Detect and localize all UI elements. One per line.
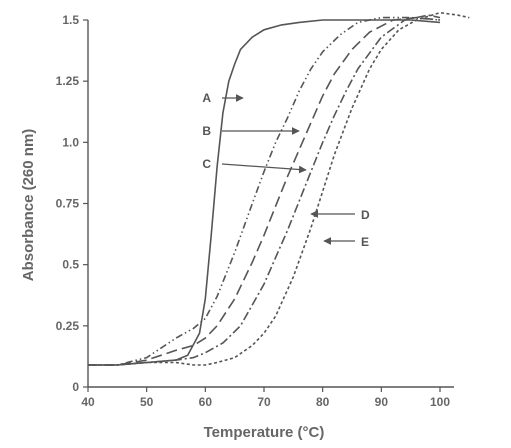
y-tick-label: 0 (72, 380, 79, 394)
axes: 40 50 60 70 80 90 100 0 0.25 0.5 0.75 1.0 1.25 1.5 (56, 13, 454, 409)
x-tick-label: 40 (81, 395, 95, 409)
x-tick-label: 90 (375, 395, 389, 409)
x-tick-label: 100 (430, 395, 450, 409)
y-tick-label: 1.25 (56, 74, 80, 88)
curve-b (88, 16, 441, 366)
x-axis-title: Temperature (°C) (204, 424, 325, 441)
curve-label-b: B (202, 124, 211, 138)
curve-a (88, 19, 441, 366)
curve-c (88, 16, 441, 366)
y-tick-label: 1.5 (62, 13, 79, 27)
y-tick-label: 0.25 (56, 319, 80, 333)
x-tick-label: 60 (199, 395, 213, 409)
curve-label-e: E (361, 235, 369, 249)
y-tick-label: 0.5 (62, 258, 79, 272)
y-axis-title: Absorbance (260 nm) (20, 129, 37, 282)
curve-d (88, 14, 441, 366)
y-tick-label: 1.0 (62, 135, 79, 149)
x-tick-label: 70 (257, 395, 271, 409)
curve-label-a: A (202, 91, 211, 105)
annotation-arrow-c (221, 163, 307, 174)
curves (88, 11, 470, 366)
curve-label-d: D (361, 208, 370, 222)
curve-annotations: A B C DE (202, 91, 370, 249)
x-tick-label: 50 (140, 395, 154, 409)
curve-label-c: C (202, 157, 211, 171)
x-tick-label: 80 (316, 395, 330, 409)
y-tick-label: 0.75 (56, 197, 80, 211)
curve-e (88, 11, 470, 366)
